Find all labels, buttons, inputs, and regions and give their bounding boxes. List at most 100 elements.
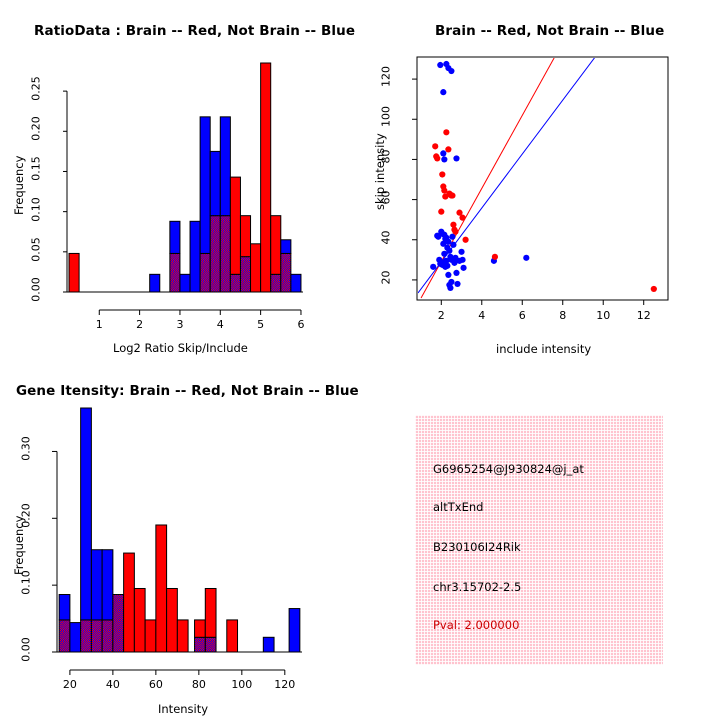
tick-label: 60 <box>379 190 393 205</box>
scatter-point <box>450 221 457 228</box>
histogram-bar <box>280 239 292 254</box>
tick-label: 100 <box>231 678 253 691</box>
scatter-point <box>440 89 447 96</box>
histogram-bar <box>68 252 80 293</box>
info-line-event-type: altTxEnd <box>433 500 484 514</box>
histogram-bar <box>219 116 231 217</box>
histogram-bar <box>239 215 252 258</box>
scatter-point <box>445 146 452 153</box>
tick-label: 2 <box>136 318 144 331</box>
scatter-point <box>650 285 657 293</box>
scatter-point <box>454 280 461 288</box>
tick-label: 0.15 <box>29 156 43 182</box>
tick-label: 0.10 <box>19 570 33 595</box>
histogram-bar <box>288 608 301 653</box>
histogram-bar-overlap <box>58 619 71 653</box>
ratio-hist-title: RatioData : Brain -- Red, Not Brain -- B… <box>34 23 356 39</box>
tick-label: 80 <box>379 149 393 164</box>
scatter-point <box>447 284 454 292</box>
scatter-point <box>449 233 456 240</box>
histogram-bar <box>290 273 302 293</box>
histogram-bar-overlap <box>209 215 221 293</box>
histogram-bar <box>133 587 146 653</box>
scatter-point <box>440 150 447 157</box>
scatter-point <box>458 248 465 255</box>
histogram-bar <box>194 619 206 638</box>
info-line-gene-symbol: B230106I24Rik <box>433 540 521 554</box>
panel-scatter: Brain -- Red, Not Brain -- Blue skip int… <box>360 0 720 360</box>
scatter-point <box>432 143 439 150</box>
scatter-point <box>439 171 446 178</box>
scatter-point <box>438 208 445 215</box>
scatter-point <box>459 256 466 263</box>
histogram-bar <box>226 619 239 653</box>
histogram-bar <box>189 220 201 293</box>
ratio-hist-xlabel: Log2 Ratio Skip/Include <box>113 341 248 355</box>
histogram-bar-overlap <box>112 594 125 653</box>
scatter-xlabel: include intensity <box>496 342 592 356</box>
histogram-bar <box>149 273 161 293</box>
scatter-point <box>434 155 441 162</box>
gene-hist-xlabel: Intensity <box>158 702 209 716</box>
tick-label: 5 <box>257 318 265 331</box>
histogram-bar-overlap <box>204 636 217 653</box>
scatter-point <box>523 254 530 261</box>
tick-label: 12 <box>636 309 651 322</box>
tick-label: 20 <box>62 678 77 691</box>
histogram-bar <box>270 215 282 275</box>
histogram-bar <box>90 549 103 621</box>
tick-label: 40 <box>105 678 120 691</box>
tick-label: 120 <box>379 66 393 88</box>
histogram-bar <box>123 552 135 653</box>
histogram-bar <box>176 619 189 653</box>
histogram-bar-overlap <box>239 256 252 293</box>
histogram-bar <box>229 176 241 275</box>
histogram-bar-overlap <box>280 252 292 293</box>
tick-label: 0.30 <box>19 436 33 462</box>
tick-label: 0.20 <box>29 116 43 142</box>
scatter-point <box>445 271 452 278</box>
histogram-bar <box>155 524 168 653</box>
tick-label: 0.25 <box>29 76 43 101</box>
tick-label: 60 <box>148 678 163 691</box>
histogram-bar-overlap <box>229 273 241 293</box>
scatter-content <box>418 58 657 299</box>
histogram-bar-overlap <box>194 636 206 653</box>
tick-label: 10 <box>596 309 611 322</box>
histogram-bar <box>144 619 157 653</box>
histogram-bar-overlap <box>80 619 92 653</box>
info-line-probe-id: G6965254@J930824@j_at <box>433 462 584 476</box>
histogram-bar <box>80 407 92 621</box>
histogram-bar <box>101 549 114 621</box>
red-line <box>420 58 555 299</box>
tick-label: 6 <box>518 309 526 322</box>
tick-label: 120 <box>274 678 296 691</box>
histogram-bar-overlap <box>219 215 231 293</box>
tick-label: 100 <box>379 106 393 128</box>
histogram-bar <box>58 594 71 621</box>
scatter-point <box>459 214 466 221</box>
histogram-bar-overlap <box>199 252 211 293</box>
tick-label: 1 <box>95 318 103 331</box>
tick-label: 2 <box>437 309 445 322</box>
scatter-point <box>453 269 460 276</box>
scatter-point <box>441 187 448 194</box>
info-line-locus: chr3.15702-2.5 <box>433 580 522 594</box>
histogram-bar <box>169 220 181 254</box>
tick-label: 0.05 <box>29 237 43 262</box>
scatter-plotarea <box>412 56 669 305</box>
tick-label: 6 <box>297 318 305 331</box>
tick-label: 3 <box>176 318 184 331</box>
histogram-bar-overlap <box>90 619 103 653</box>
tick-label: 4 <box>478 309 486 322</box>
scatter-point <box>446 247 453 254</box>
histogram-bar <box>204 587 217 638</box>
tick-label: 80 <box>191 678 206 691</box>
histogram-bar <box>69 622 82 653</box>
panel-gene-histogram: Gene Itensity: Brain -- Red, Not Brain -… <box>0 360 360 720</box>
tick-label: 0.00 <box>19 637 33 662</box>
histogram-bar <box>260 62 272 293</box>
scatter-point <box>448 67 455 75</box>
plot-frame <box>416 56 669 301</box>
